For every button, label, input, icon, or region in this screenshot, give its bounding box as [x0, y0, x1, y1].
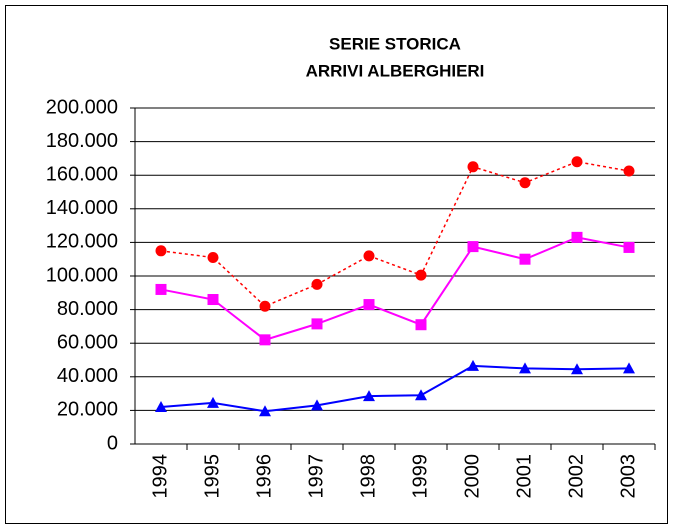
point — [467, 359, 479, 371]
y-tick-label: 40.000 — [57, 365, 118, 387]
point — [259, 334, 271, 346]
x-tick-label: 1995 — [201, 454, 223, 499]
point — [623, 362, 635, 374]
point — [623, 241, 635, 253]
point — [311, 278, 323, 290]
x-tick-label: 1997 — [305, 454, 327, 499]
chart-title: SERIE STORICA — [329, 34, 461, 53]
point — [363, 390, 375, 402]
x-tick-label: 1996 — [253, 454, 275, 499]
point — [259, 405, 271, 417]
point — [363, 299, 375, 311]
y-tick-label: 0 — [107, 432, 118, 454]
x-tick-label: 2001 — [513, 454, 535, 499]
point — [571, 231, 583, 243]
x-tick-label: 1994 — [149, 454, 171, 499]
point — [519, 177, 531, 189]
series-line — [160, 236, 630, 341]
point — [415, 319, 427, 331]
point — [259, 300, 271, 312]
x-tick-label: 2000 — [461, 454, 483, 499]
point — [415, 389, 427, 401]
y-tick-label: 200.000 — [46, 96, 118, 118]
chart-subtitle: ARRIVI ALBERGHIERI — [306, 61, 485, 80]
point — [467, 241, 479, 253]
x-tick-label: 1999 — [409, 454, 431, 499]
point — [519, 362, 531, 374]
y-tick-label: 100.000 — [46, 264, 118, 286]
y-tick-label: 120.000 — [46, 231, 118, 253]
point — [415, 269, 427, 281]
point — [207, 252, 219, 264]
series-line — [160, 364, 630, 413]
point — [155, 401, 167, 413]
x-tick-label: 2003 — [617, 454, 639, 499]
point — [467, 161, 479, 173]
point — [519, 253, 531, 265]
chart-border — [5, 5, 668, 524]
point — [363, 250, 375, 262]
point — [311, 399, 323, 411]
y-tick-label: 80.000 — [57, 298, 118, 320]
y-tick-label: 140.000 — [46, 197, 118, 219]
point — [155, 245, 167, 257]
y-tick-label: 60.000 — [57, 331, 118, 353]
y-tick-label: 180.000 — [46, 130, 118, 152]
point — [311, 318, 323, 330]
point — [623, 165, 635, 177]
y-tick-label: 20.000 — [57, 399, 118, 421]
point — [207, 294, 219, 306]
point — [571, 156, 583, 168]
point — [571, 363, 583, 375]
x-tick-label: 1998 — [357, 454, 379, 499]
point — [155, 283, 167, 295]
point — [207, 396, 219, 408]
y-tick-label: 160.000 — [46, 163, 118, 185]
x-tick-label: 2002 — [565, 454, 587, 499]
